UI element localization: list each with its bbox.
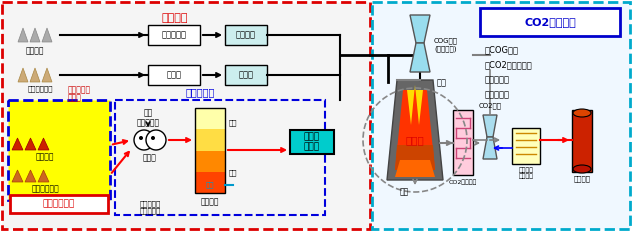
Bar [290,130,334,154]
Ellipse shape [573,165,591,173]
Polygon shape [395,145,435,170]
Bar [512,128,540,164]
Text: CO2貯留: CO2貯留 [478,102,502,109]
Text: 低品位比率: 低品位比率 [68,85,91,94]
Text: 新プロセス: 新プロセス [185,87,215,97]
Bar [225,65,267,85]
Bar [195,108,225,129]
Text: 高品位炭: 高品位炭 [26,46,44,55]
Bar [195,151,225,172]
Bar [480,8,620,36]
Text: ・廃熱回収: ・廃熱回収 [485,75,510,84]
Polygon shape [18,68,28,82]
Text: 金属鉄含有
粉コークス: 金属鉄含有 粉コークス [140,200,161,214]
Bar [195,129,225,151]
Text: 新規
バインダー: 新規 バインダー [137,108,159,128]
Circle shape [146,130,166,150]
Polygon shape [387,80,443,180]
Circle shape [151,136,155,140]
Bar [225,25,267,45]
Text: 溶鉄: 溶鉄 [400,187,410,196]
Text: CO2削減技術: CO2削減技術 [524,17,576,27]
Polygon shape [395,160,435,177]
Text: 排熱回収
ボイラー: 排熱回収 ボイラー [518,167,533,179]
Polygon shape [483,137,497,159]
Polygon shape [410,15,430,43]
Bar [453,110,473,175]
Bar [115,100,325,215]
Text: 焼結鉱: 焼結鉱 [238,70,253,79]
Text: ・顕熱回収: ・顕熱回収 [485,90,510,99]
Bar [148,25,200,45]
Text: 高炉: 高炉 [437,79,447,88]
Bar [8,100,110,200]
Bar [148,65,200,85]
Text: 革新的
塊成物: 革新的 塊成物 [304,132,320,152]
Text: 低品位鉄鉱石: 低品位鉄鉱石 [31,184,59,193]
Text: 低品位炭: 低品位炭 [36,152,54,161]
Polygon shape [12,138,23,150]
Text: 成型機: 成型機 [143,153,157,162]
Polygon shape [38,170,49,182]
Polygon shape [18,28,28,42]
Text: 焼結機: 焼結機 [166,70,181,79]
Text: 資源対応技術: 資源対応技術 [43,200,75,209]
Text: CO2分離回収: CO2分離回収 [449,179,477,185]
Text: 使用量減: 使用量減 [162,13,188,23]
Polygon shape [30,68,40,82]
Polygon shape [12,170,23,182]
Bar [572,110,592,172]
Polygon shape [407,85,423,125]
Text: 連続乾留: 連続乾留 [201,197,219,206]
Polygon shape [38,138,49,150]
Bar [2,2,370,229]
Circle shape [139,136,143,140]
Bar [10,195,108,213]
Polygon shape [483,115,497,137]
Polygon shape [42,68,52,82]
Text: 高温: 高温 [229,170,238,176]
Text: COG改質
(水素増幅): COG改質 (水素増幅) [434,38,458,52]
Text: ・COG改質: ・COG改質 [485,45,519,54]
Polygon shape [25,138,36,150]
Text: 低温: 低温 [229,120,238,126]
Ellipse shape [573,109,591,117]
Text: ・CO2分離・回収: ・CO2分離・回収 [485,60,533,69]
Bar [372,2,630,229]
Circle shape [134,130,154,150]
Text: 顕熱回収: 顕熱回収 [573,175,590,182]
Text: アップ: アップ [68,93,82,102]
Polygon shape [395,90,435,170]
Polygon shape [25,170,36,182]
Text: コークス: コークス [236,30,256,40]
Text: 省エネ: 省エネ [406,135,424,145]
Polygon shape [42,28,52,42]
Text: 冷却: 冷却 [206,182,214,188]
Polygon shape [30,28,40,42]
Text: 高品位鉄鉱石: 高品位鉄鉱石 [28,85,54,92]
Polygon shape [410,43,430,72]
Bar [195,172,225,193]
Text: コークス炉: コークス炉 [162,30,186,40]
Bar [195,108,225,193]
